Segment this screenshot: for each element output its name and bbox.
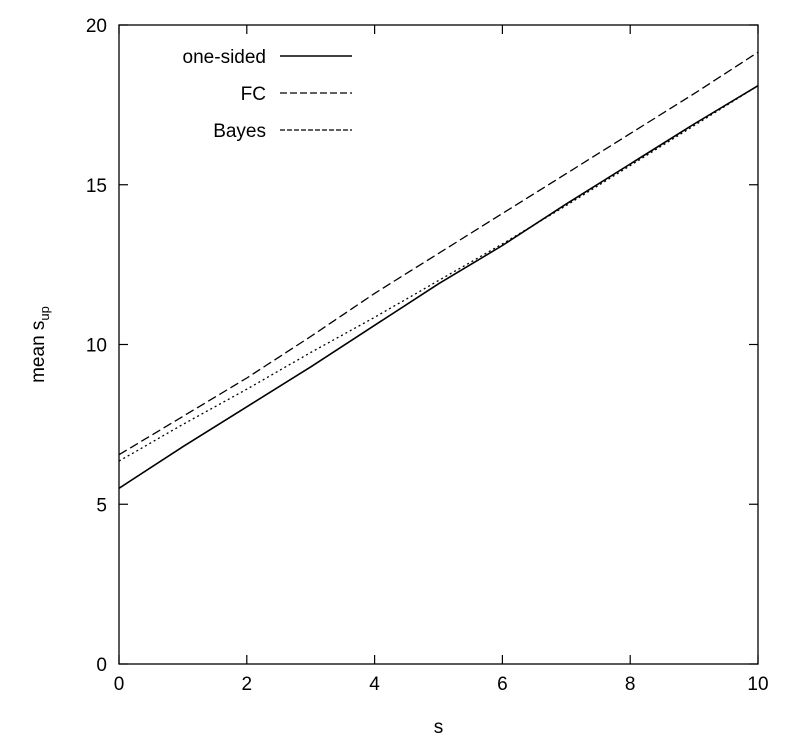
y-tick-label: 0	[96, 655, 107, 676]
x-axis: 0 2 4 6 8 10	[114, 25, 769, 695]
legend-label: Bayes	[213, 121, 266, 142]
y-axis-title: mean sup	[28, 306, 52, 383]
x-tick-label: 10	[747, 674, 768, 695]
y-axis-title-subscript: up	[37, 306, 52, 320]
legend-label: FC	[241, 84, 266, 105]
y-axis: 0 5 10 15 20	[86, 16, 758, 676]
series-line-fc	[118, 51, 759, 456]
y-tick-label: 10	[86, 336, 107, 357]
series-line-bayes	[118, 85, 759, 462]
x-tick-label: 6	[497, 674, 508, 695]
y-tick-label: 5	[96, 495, 107, 516]
series-line-one-sided	[118, 85, 759, 489]
legend: one-sided FC Bayes	[183, 47, 352, 142]
y-tick-label: 20	[86, 16, 107, 37]
x-tick-label: 2	[242, 674, 253, 695]
x-tick-label: 4	[369, 674, 380, 695]
x-axis-title: s	[434, 717, 444, 738]
y-tick-label: 15	[86, 176, 107, 197]
series-layer	[118, 51, 759, 489]
legend-label: one-sided	[183, 47, 266, 68]
y-axis-title-main: mean s	[28, 321, 49, 383]
x-tick-label: 0	[114, 674, 125, 695]
x-tick-label: 8	[625, 674, 636, 695]
